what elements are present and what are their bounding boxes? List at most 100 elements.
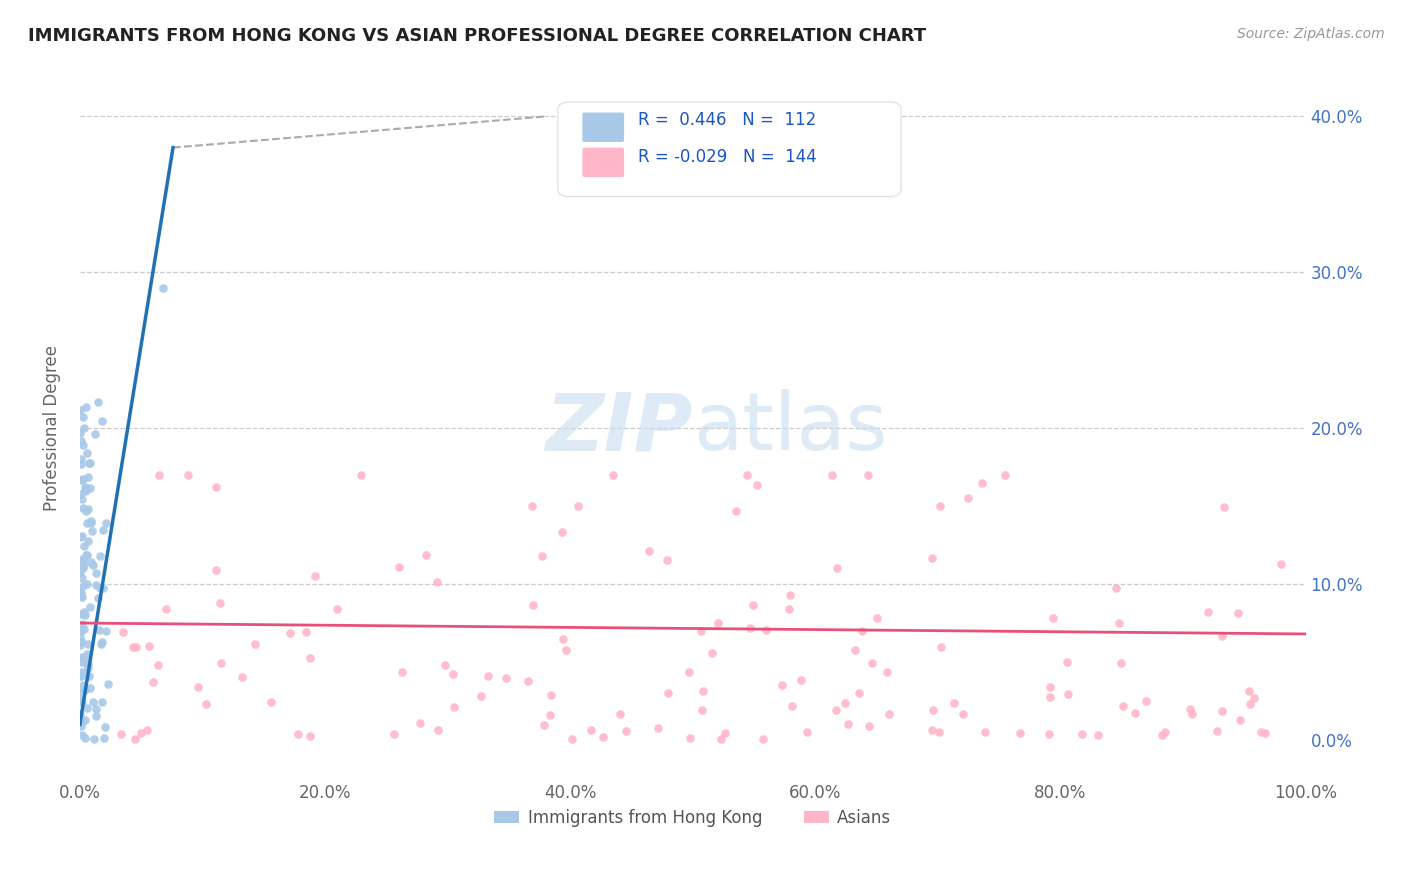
Point [755, 624, 778, 638]
Point [388, 560, 411, 574]
Point [70, 571, 93, 585]
Point [70, 589, 93, 603]
Point [245, 637, 267, 651]
Text: IMMIGRANTS FROM HONG KONG VS ASIAN PROFESSIONAL DEGREE CORRELATION CHART: IMMIGRANTS FROM HONG KONG VS ASIAN PROFE… [28, 27, 927, 45]
Point [70, 635, 93, 649]
Point [91, 581, 114, 595]
Point [415, 549, 437, 563]
Point [921, 551, 943, 566]
Point [1243, 691, 1265, 706]
Point [299, 651, 322, 665]
Point [579, 723, 602, 738]
FancyBboxPatch shape [582, 112, 624, 142]
Point [851, 624, 873, 638]
Point [952, 707, 974, 722]
Point [1071, 727, 1094, 741]
Point [1181, 707, 1204, 722]
Point [76, 577, 98, 591]
Point [1211, 704, 1233, 718]
Point [76, 701, 98, 715]
Point [780, 699, 803, 714]
Point [94, 516, 117, 530]
Point [350, 467, 373, 482]
Point [876, 665, 898, 679]
Point [89, 549, 111, 564]
Point [155, 602, 177, 616]
Point [1056, 655, 1078, 669]
Text: R =  0.446   N =  112: R = 0.446 N = 112 [637, 112, 815, 129]
Point [848, 685, 870, 699]
Point [825, 560, 848, 574]
Point [77, 669, 100, 683]
Point [1123, 706, 1146, 720]
Point [72, 472, 94, 486]
Point [76, 400, 98, 414]
Point [79, 481, 101, 495]
Point [1135, 694, 1157, 708]
Point [477, 669, 499, 683]
Point [929, 640, 952, 655]
Point [122, 640, 145, 654]
Point [1239, 697, 1261, 711]
Point [1154, 725, 1177, 739]
Point [70, 562, 93, 576]
Point [75, 608, 97, 623]
Point [110, 727, 132, 741]
Point [70, 474, 93, 488]
Point [790, 673, 813, 687]
Point [73, 539, 96, 553]
Point [742, 598, 765, 612]
Point [93, 523, 115, 537]
Text: Source: ZipAtlas.com: Source: ZipAtlas.com [1237, 27, 1385, 41]
Point [304, 569, 326, 583]
Point [69, 624, 91, 639]
Point [994, 467, 1017, 482]
Point [1178, 702, 1201, 716]
Point [928, 725, 950, 739]
Point [76, 647, 98, 661]
Point [710, 732, 733, 747]
Point [76, 657, 98, 671]
Point [91, 414, 114, 428]
Point [520, 499, 543, 513]
Point [567, 499, 589, 513]
Point [1206, 724, 1229, 739]
Point [970, 475, 993, 490]
Point [295, 624, 318, 639]
Point [657, 552, 679, 566]
Point [692, 684, 714, 698]
Point [148, 657, 170, 672]
Point [69, 584, 91, 599]
Point [80, 555, 103, 569]
Text: R = -0.029   N =  144: R = -0.029 N = 144 [637, 148, 817, 166]
Point [752, 731, 775, 746]
Point [614, 723, 637, 738]
Point [75, 731, 97, 745]
Point [76, 534, 98, 549]
Point [1111, 656, 1133, 670]
Point [858, 719, 880, 733]
Point [76, 446, 98, 460]
Point [1039, 690, 1062, 704]
Point [73, 683, 96, 698]
Point [638, 544, 661, 558]
Point [69, 650, 91, 665]
Point [602, 467, 624, 482]
Point [76, 548, 98, 562]
Point [287, 726, 309, 740]
Point [69, 565, 91, 579]
Point [860, 656, 883, 670]
Point [70, 586, 93, 600]
Point [738, 621, 761, 635]
Point [70, 607, 93, 621]
Point [177, 467, 200, 482]
Point [75, 651, 97, 665]
Point [73, 622, 96, 636]
Point [73, 421, 96, 435]
Point [76, 502, 98, 516]
Point [72, 579, 94, 593]
Point [72, 560, 94, 574]
Point [69, 403, 91, 417]
Point [735, 467, 758, 482]
Point [942, 696, 965, 710]
